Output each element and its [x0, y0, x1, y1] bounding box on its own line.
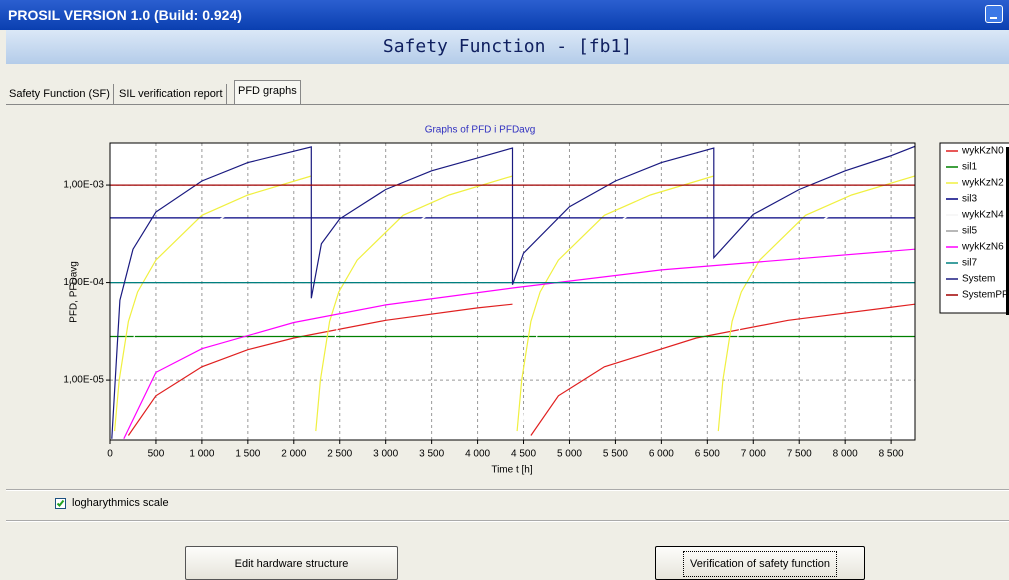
plot-frame: [109, 142, 916, 441]
legend-label: wykKzN4: [961, 210, 1004, 221]
x-tick-label: 0: [107, 449, 113, 460]
legend-label: SystemPF: [962, 290, 1008, 301]
y-tick-label: 1,00E-04: [63, 277, 104, 288]
y-tick-label: 1,00E-03: [63, 180, 104, 191]
x-tick-label: 8 500: [879, 449, 904, 460]
header-title: Safety Function - [fb1]: [6, 30, 1009, 64]
button-label: Verification of safety function: [682, 551, 838, 577]
chart: Graphs of PFD i PFDavg Time t [h] PFD, P…: [63, 125, 1009, 476]
x-tick-label: 8 000: [833, 449, 858, 460]
legend-label: wykKzN6: [961, 242, 1004, 253]
legend: [939, 142, 1009, 314]
tab[interactable]: SIL verification report: [116, 84, 227, 104]
legend-label: sil3: [962, 194, 977, 205]
legend-label: System: [962, 274, 995, 285]
x-tick-label: 4 000: [465, 449, 490, 460]
x-axis-label: Time t [h]: [491, 465, 533, 476]
x-tick-label: 1 000: [189, 449, 214, 460]
y-tick-label: 1,00E-05: [63, 375, 104, 386]
button-label: Edit hardware structure: [234, 558, 349, 570]
x-tick-label: 4 500: [511, 449, 536, 460]
separator: [6, 489, 1009, 491]
x-tick-label: 7 000: [741, 449, 766, 460]
legend-label: wykKzN0: [961, 146, 1004, 157]
check-mark: [56, 499, 65, 507]
window-title: PROSIL VERSION 1.0 (Build: 0.924): [8, 7, 242, 23]
button[interactable]: Edit hardware structure: [185, 546, 398, 580]
y-axis-label: PFD, PFDavg: [69, 261, 80, 323]
series-line: [111, 145, 915, 439]
x-tick-label: 6 500: [695, 449, 720, 460]
legend-shadow: [1006, 147, 1009, 315]
x-tick-label: 7 500: [787, 449, 812, 460]
tab[interactable]: Safety Function (SF): [6, 84, 114, 104]
chart-title: Graphs of PFD i PFDavg: [425, 125, 536, 136]
x-tick-label: 3 500: [419, 449, 444, 460]
x-tick-label: 6 000: [649, 449, 674, 460]
tab[interactable]: PFD graphs: [234, 80, 301, 105]
legend-label: sil1: [962, 162, 977, 173]
x-tick-label: 500: [148, 449, 165, 460]
x-tick-label: 1 500: [235, 449, 260, 460]
checkbox-label: logharythmics scale: [72, 497, 169, 509]
series-line: [127, 303, 915, 436]
minimize-button[interactable]: [985, 5, 1003, 23]
series-line: [114, 175, 915, 432]
x-tick-label: 3 000: [373, 449, 398, 460]
x-tick-label: 5 000: [557, 449, 582, 460]
checkbox[interactable]: [55, 498, 66, 509]
legend-label: sil7: [962, 258, 977, 269]
tab-panel: [6, 104, 1009, 580]
button[interactable]: Verification of safety function: [655, 546, 865, 580]
series-line: [123, 248, 915, 440]
legend-label: sil5: [962, 226, 977, 237]
x-tick-label: 2 500: [327, 449, 352, 460]
title-bar: PROSIL VERSION 1.0 (Build: 0.924): [0, 0, 1009, 30]
legend-label: wykKzN2: [961, 178, 1004, 189]
x-tick-label: 2 000: [281, 449, 306, 460]
x-tick-label: 5 500: [603, 449, 628, 460]
separator: [6, 520, 1009, 522]
